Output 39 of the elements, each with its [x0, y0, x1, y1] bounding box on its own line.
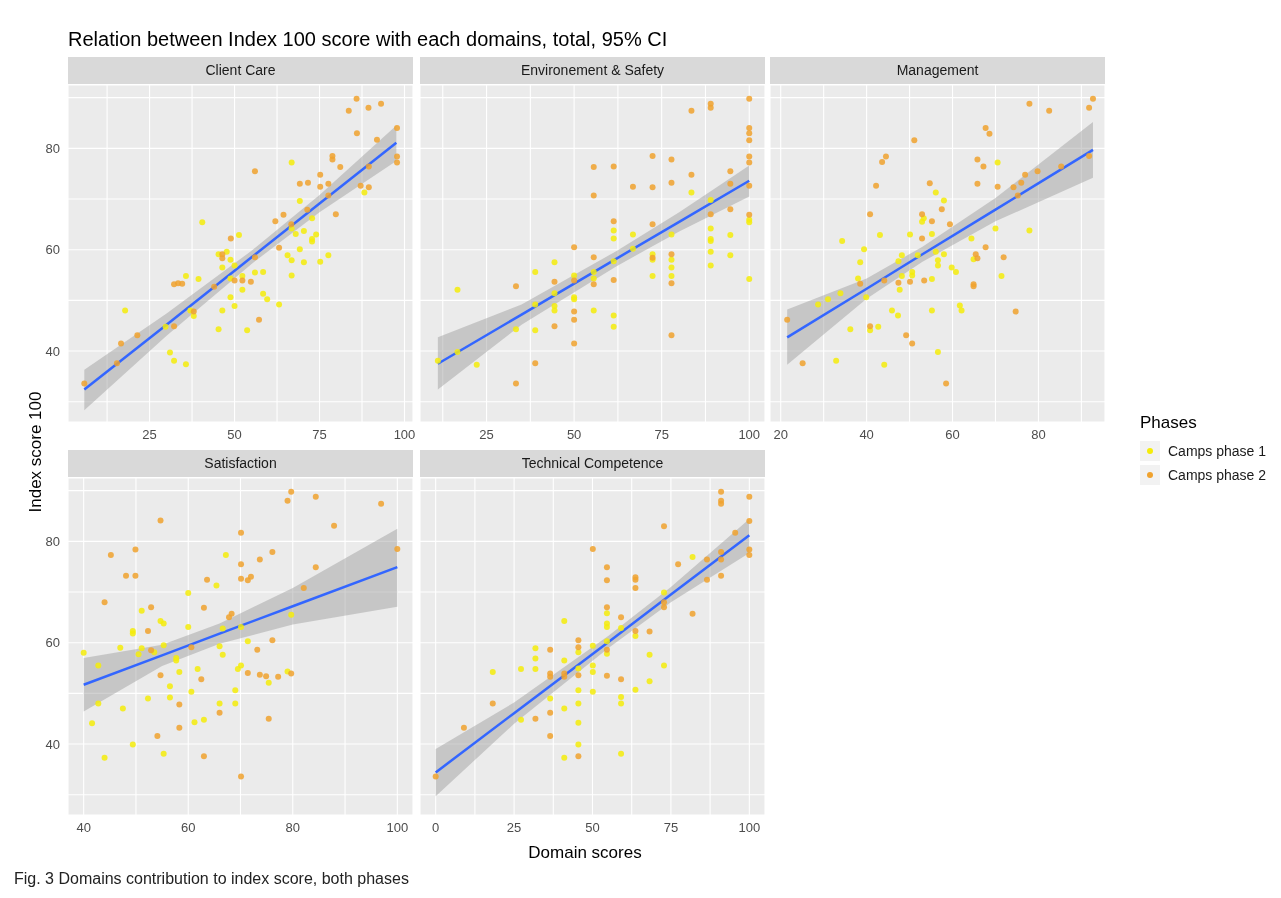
legend-label: Camps phase 2 — [1168, 467, 1267, 483]
chart-subtitle: Environement & Safety — [520, 62, 665, 78]
y-tick-label: 80 — [45, 533, 60, 549]
chart-subtitle: Technical Competence — [521, 455, 664, 471]
legend-label: Camps phase 1 — [1168, 443, 1267, 459]
x-tick-label: 60 — [945, 427, 960, 443]
x-tick-label: 60 — [180, 820, 196, 836]
x-tick-label: 25 — [142, 427, 157, 443]
y-axis-title: Index score 100 — [26, 391, 45, 513]
x-tick-label: 0 — [432, 820, 440, 836]
x-tick-label: 100 — [393, 427, 416, 443]
y-tick-label: 40 — [45, 736, 60, 752]
chart-subtitle: Satisfaction — [204, 455, 277, 471]
y-tick-label: 80 — [45, 140, 60, 156]
chart-title: Relation between Index 100 score with each domains, total, 95% CI — [68, 28, 668, 50]
chart-subtitle: Client Care — [205, 62, 276, 78]
x-tick-label: 25 — [479, 427, 494, 443]
x-tick-label: 50 — [227, 427, 242, 443]
x-tick-label: 50 — [585, 820, 600, 836]
x-tick-label: 40 — [76, 820, 91, 836]
x-tick-label: 100 — [738, 820, 761, 836]
x-tick-label: 80 — [1031, 427, 1046, 443]
x-tick-label: 80 — [285, 820, 301, 836]
chart-subtitle: Management — [896, 62, 979, 78]
y-tick-label: 60 — [45, 242, 60, 258]
y-tick-label: 60 — [45, 635, 60, 651]
x-tick-label: 75 — [312, 427, 327, 443]
x-tick-label: 50 — [566, 427, 582, 443]
x-tick-label: 25 — [506, 820, 522, 836]
x-tick-label: 75 — [654, 427, 669, 443]
x-axis-title: Domain scores — [528, 843, 642, 862]
x-tick-label: 100 — [386, 820, 409, 836]
x-tick-label: 20 — [773, 427, 788, 443]
legend-title: Phases — [1140, 413, 1197, 432]
x-tick-label: 75 — [663, 820, 679, 836]
caption: Fig. 3 Domains contribution to index score, both phases — [14, 870, 409, 887]
x-tick-label: 100 — [738, 427, 761, 443]
x-tick-label: 40 — [859, 427, 874, 443]
y-tick-label: 40 — [45, 343, 60, 359]
